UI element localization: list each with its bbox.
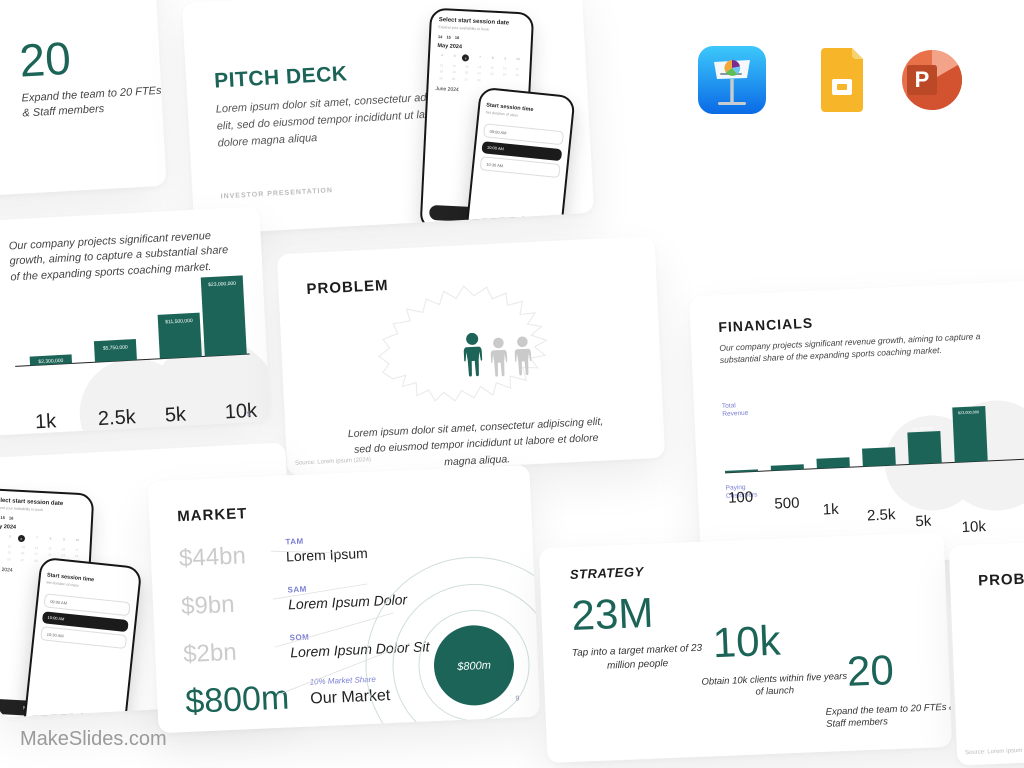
svg-text:$11,500,000: $11,500,000 [913,426,934,431]
svg-text:$5,750,000: $5,750,000 [868,442,887,447]
svg-text:$800m: $800m [456,660,491,673]
svg-text:$750,000: $750,000 [779,460,795,465]
svg-text:$2,300,000: $2,300,000 [823,453,842,458]
svg-text:P: P [915,67,930,92]
